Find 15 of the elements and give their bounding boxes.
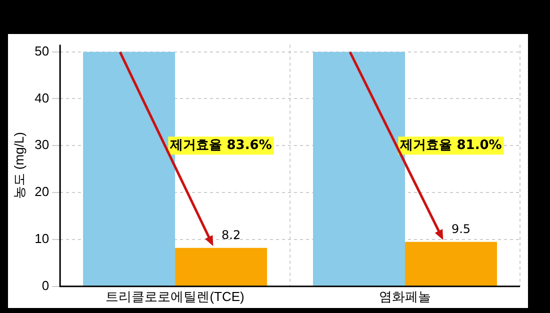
- annotation: 제거효율 81.0%: [399, 138, 502, 154]
- data-label: 8.2: [221, 228, 241, 242]
- y-axis-title: 농도 (mg/L): [11, 132, 26, 200]
- annotation: 제거효율 83.6%: [169, 138, 272, 154]
- bar: [175, 248, 268, 286]
- y-tick-label: 20: [34, 184, 50, 200]
- x-tick-label: 트리클로로에틸렌(TCE): [106, 288, 244, 304]
- y-tick-label: 40: [34, 90, 50, 106]
- y-tick-label: 0: [42, 278, 50, 293]
- bar: [405, 242, 498, 286]
- y-tick-label: 30: [34, 137, 50, 152]
- y-tick-label: 10: [34, 231, 50, 246]
- data-label: 9.5: [451, 222, 471, 236]
- y-tick-label: 50: [34, 43, 50, 58]
- x-tick-label: 염화페놀: [379, 288, 432, 304]
